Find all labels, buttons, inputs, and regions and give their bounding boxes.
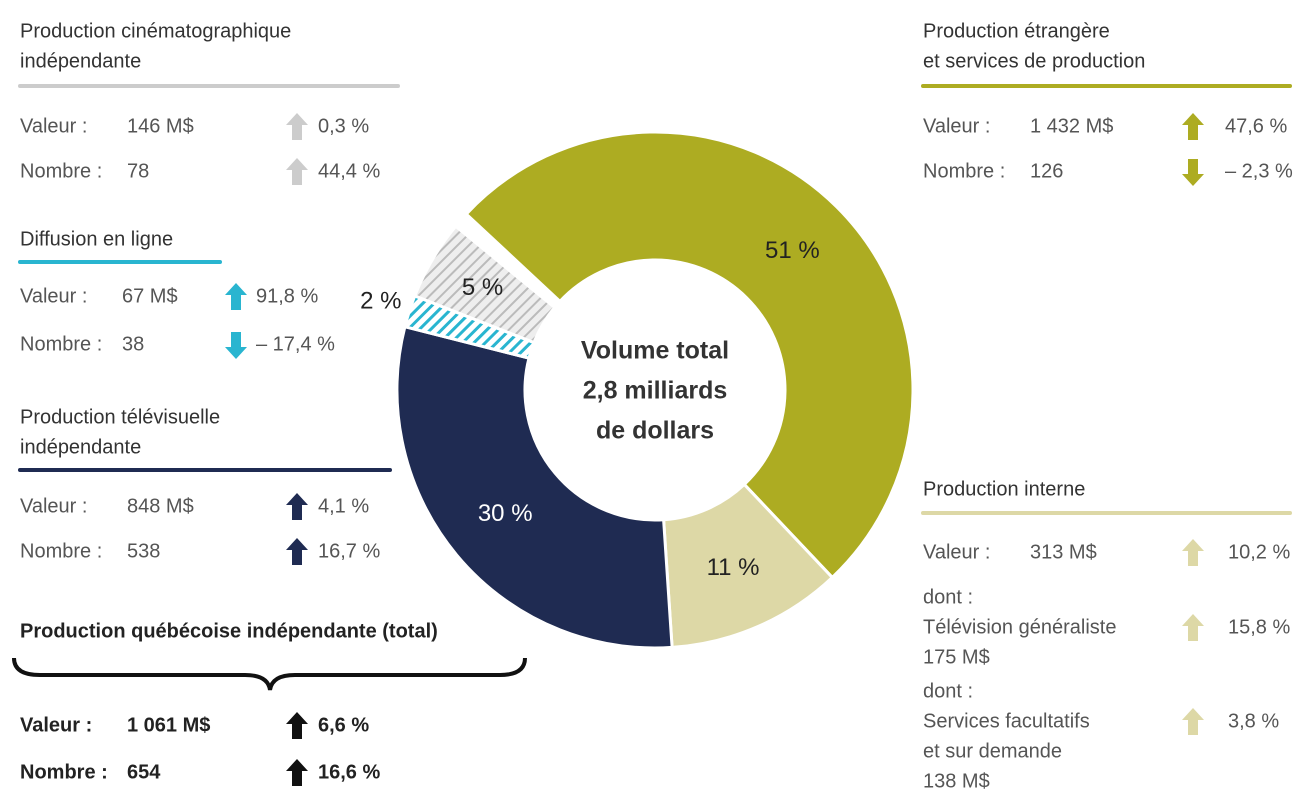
panel-title: indépendante <box>20 436 141 458</box>
row-change: 0,3 % <box>318 115 369 137</box>
row-value: 654 <box>127 761 161 783</box>
row-label: Valeur : <box>20 115 87 137</box>
change-arrow <box>286 113 308 140</box>
row-value: 146 M$ <box>127 115 194 137</box>
change-arrow <box>286 538 308 565</box>
panel-title: Production québécoise indépendante (tota… <box>20 620 438 642</box>
panel-title: Production interne <box>923 478 1085 500</box>
row-change: 4,1 % <box>318 495 369 517</box>
panel-title: Diffusion en ligne <box>20 228 173 250</box>
donut-segment <box>412 224 557 345</box>
brace <box>12 657 527 691</box>
panel-title: Production cinématographique <box>20 20 291 42</box>
change-arrow <box>286 493 308 520</box>
row-value: 126 <box>1030 160 1063 182</box>
row-value: 67 M$ <box>122 285 178 307</box>
row-value: 78 <box>127 160 149 182</box>
row-label: Nombre : <box>20 333 102 355</box>
row-label: Valeur : <box>923 115 990 137</box>
center-text: de dollars <box>596 417 714 445</box>
row-label: Nombre : <box>20 540 102 562</box>
row-text: 175 M$ <box>923 646 990 668</box>
row-text: 138 M$ <box>923 770 990 792</box>
row-label: Valeur : <box>20 714 92 736</box>
change-arrow <box>286 158 308 185</box>
row-change: 15,8 % <box>1228 616 1290 638</box>
row-change: 10,2 % <box>1228 541 1290 563</box>
row-label: Nombre : <box>923 160 1005 182</box>
row-text: dont : <box>923 680 973 702</box>
row-text: Services facultatifs <box>923 710 1090 732</box>
change-arrow <box>1182 539 1204 566</box>
row-change: 6,6 % <box>318 714 369 736</box>
row-label: Valeur : <box>20 495 87 517</box>
row-text: Télévision généraliste <box>923 616 1116 638</box>
segment-label: 5 % <box>462 274 503 301</box>
row-change: – 17,4 % <box>256 333 335 355</box>
row-change: 16,6 % <box>318 761 380 783</box>
change-arrow <box>1182 159 1204 186</box>
row-change: 44,4 % <box>318 160 380 182</box>
segment-label: 30 % <box>478 500 533 527</box>
panel-title: Production télévisuelle <box>20 406 220 428</box>
row-text: et sur demande <box>923 740 1062 762</box>
change-arrow <box>1182 113 1204 140</box>
row-label: Valeur : <box>923 541 990 563</box>
donut-segment <box>395 324 674 650</box>
row-value: 538 <box>127 540 160 562</box>
change-arrow <box>1182 614 1204 641</box>
change-arrow <box>225 283 247 310</box>
row-value: 1 061 M$ <box>127 714 210 736</box>
panel-title: et services de production <box>923 50 1145 72</box>
row-change: 47,6 % <box>1225 115 1287 137</box>
row-value: 1 432 M$ <box>1030 115 1113 137</box>
center-text: Volume total <box>581 337 729 365</box>
row-value: 848 M$ <box>127 495 194 517</box>
panel-title: indépendante <box>20 50 141 72</box>
row-change: 16,7 % <box>318 540 380 562</box>
change-arrow <box>1182 708 1204 735</box>
segment-label: 51 % <box>765 237 820 264</box>
row-value: 38 <box>122 333 144 355</box>
row-label: Nombre : <box>20 761 108 783</box>
row-change: 3,8 % <box>1228 710 1279 732</box>
row-change: 91,8 % <box>256 285 318 307</box>
donut-segment <box>464 130 915 580</box>
change-arrow <box>225 332 247 359</box>
panel-title: Production étrangère <box>923 20 1110 42</box>
row-change: – 2,3 % <box>1225 160 1293 182</box>
row-label: Valeur : <box>20 285 87 307</box>
row-text: dont : <box>923 586 973 608</box>
change-arrow <box>286 759 308 786</box>
row-value: 313 M$ <box>1030 541 1097 563</box>
change-arrow <box>286 712 308 739</box>
center-text: 2,8 milliards <box>583 377 728 405</box>
segment-label: 2 % <box>360 287 401 314</box>
row-label: Nombre : <box>20 160 102 182</box>
segment-label: 11 % <box>707 554 760 581</box>
